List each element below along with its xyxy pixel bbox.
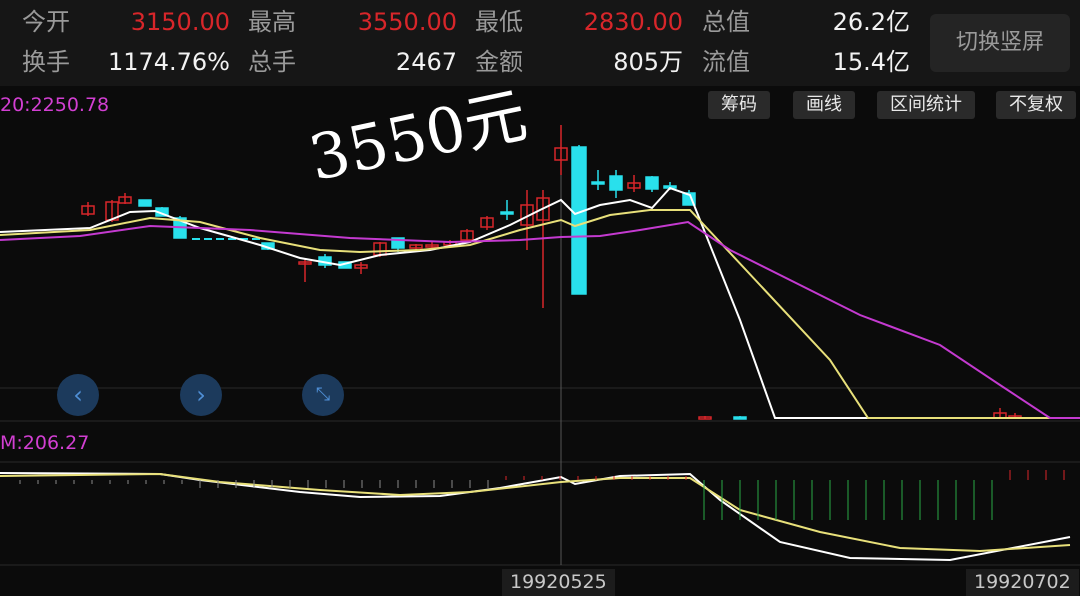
candle-body	[520, 204, 534, 226]
cursor-date: 19920525	[502, 569, 615, 596]
candle-body	[554, 147, 568, 161]
float-cap-label: 流值	[702, 48, 750, 76]
volume-value: 2467	[395, 48, 457, 76]
low-label: 最低	[475, 8, 523, 36]
volume-label: 总手	[248, 48, 296, 76]
candle-body	[627, 182, 641, 189]
low-value: 2830.00	[583, 8, 683, 36]
collapse-arrows-icon[interactable]: ⤡	[302, 374, 344, 416]
candle-body	[571, 146, 587, 295]
total-cap-value: 26.2亿	[832, 8, 910, 36]
ma-readout: 20:2250.78	[0, 94, 110, 116]
turnover-value: 1174.76%	[107, 48, 230, 76]
candle-body	[645, 176, 659, 190]
amount-label: 金额	[475, 48, 523, 76]
dif-line	[0, 472, 1071, 562]
quote-header: 今开 3150.00 最高 3550.00 最低 2830.00 总值 26.2…	[0, 0, 1080, 86]
high-label: 最高	[248, 8, 296, 36]
candle-body	[298, 261, 312, 265]
draw-line-button[interactable]: 画线	[793, 91, 855, 119]
indicator-readout: M:206.27	[0, 432, 90, 454]
candle-body	[460, 230, 474, 241]
chevron-left-icon[interactable]: ‹	[57, 374, 99, 416]
ma5-line	[0, 186, 1080, 419]
ma10-line	[0, 209, 1080, 419]
turnover-label: 换手	[22, 48, 70, 76]
high-value: 3550.00	[357, 8, 457, 36]
candle-body	[425, 244, 439, 248]
candle-body	[409, 244, 423, 249]
candle-body	[138, 199, 152, 207]
candle-body	[609, 175, 623, 191]
candle-body	[591, 181, 605, 185]
candle-body	[698, 416, 712, 420]
candle-body	[536, 197, 550, 221]
candle-body	[354, 264, 368, 269]
candle-body	[391, 237, 405, 249]
chevron-right-icon[interactable]: ›	[180, 374, 222, 416]
amount-value: 805万	[613, 48, 683, 76]
no-adjust-button[interactable]: 不复权	[996, 91, 1076, 119]
candle-body	[118, 196, 132, 204]
open-value: 3150.00	[130, 8, 230, 36]
float-cap-value: 15.4亿	[832, 48, 910, 76]
total-cap-label: 总值	[702, 8, 750, 36]
dea-line	[0, 472, 1071, 553]
end-date: 19920702	[966, 569, 1079, 596]
range-stats-button[interactable]: 区间统计	[877, 91, 975, 119]
switch-portrait-button[interactable]: 切换竖屏	[930, 14, 1070, 72]
open-label: 今开	[22, 8, 70, 36]
ma20-line	[0, 220, 1080, 419]
candle-body	[733, 416, 747, 420]
candle-body	[500, 211, 514, 215]
candle-body	[81, 205, 95, 215]
candle-body	[480, 217, 494, 228]
chips-button[interactable]: 筹码	[708, 91, 770, 119]
